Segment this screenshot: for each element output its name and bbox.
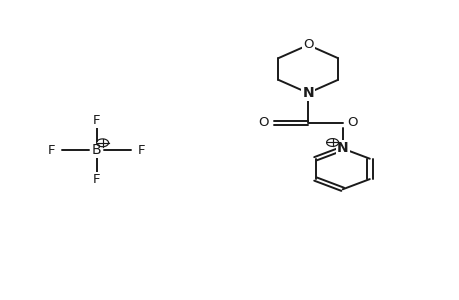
- Text: O: O: [258, 116, 268, 130]
- Text: F: F: [48, 143, 56, 157]
- Text: F: F: [93, 172, 100, 186]
- Text: F: F: [137, 143, 145, 157]
- Text: N: N: [336, 142, 348, 155]
- Text: O: O: [302, 38, 313, 52]
- Text: F: F: [93, 114, 100, 128]
- Text: B: B: [92, 143, 101, 157]
- Text: O: O: [347, 116, 357, 130]
- Text: N: N: [302, 86, 313, 100]
